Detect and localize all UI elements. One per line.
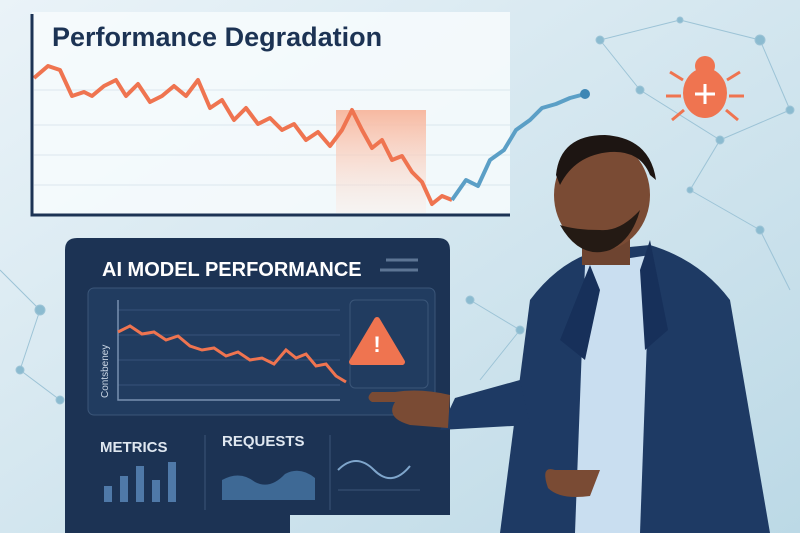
highlight-area [336,110,426,213]
bug-icon [666,56,744,122]
warning-mark: ! [373,332,380,357]
inner-axis-label: Contsbeney [100,345,111,398]
presenter [368,135,770,533]
network-decoration [0,16,795,405]
chart-panel [32,12,510,215]
dashboard-title: AI MODEL PERFORMANCE [102,259,362,281]
inner-axes [117,300,340,401]
degrading-line [32,64,453,206]
chart-title: Performance Degradation [52,22,382,52]
recovery-line [450,92,586,202]
warning-icon [349,317,405,365]
axes [30,14,510,217]
requests-label: REQUESTS [222,433,305,450]
area-icon [222,470,315,500]
alert-box [349,299,429,389]
metrics-label: METRICS [100,439,168,456]
wave-icon [337,460,411,479]
grid [34,89,510,186]
inner-grid [118,309,340,386]
bar-icon [104,462,176,502]
line-end-dot [580,89,590,99]
inner-line [117,324,347,384]
inner-chart [87,287,436,416]
